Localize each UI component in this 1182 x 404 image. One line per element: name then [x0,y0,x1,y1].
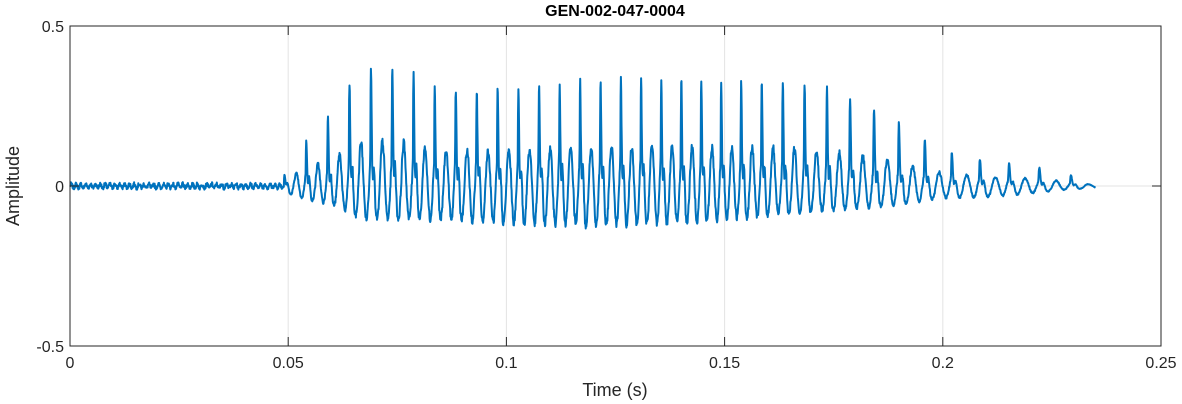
waveform-line [69,67,1097,230]
y-tick-label: 0 [55,179,64,196]
y-tick-labels: -0.5 0 0.5 [36,19,64,356]
x-tick-label: 0 [66,355,75,372]
y-axis-label: Amplitude [3,146,23,226]
x-axis-label: Time (s) [582,380,647,400]
x-tick-labels: 0 0.05 0.1 0.15 0.2 0.25 [66,355,1177,372]
waveform-series [69,67,1097,230]
x-tick-label: 0.05 [273,355,304,372]
y-tick-label: 0.5 [42,19,64,36]
x-tick-label: 0.2 [932,355,954,372]
x-tick-label: 0.15 [709,355,740,372]
x-tick-label: 0.1 [495,355,517,372]
y-tick-label: -0.5 [36,339,64,356]
chart-title: GEN-002-047-0004 [545,3,685,20]
x-tick-label: 0.25 [1145,355,1176,372]
axis-ticks [69,25,1162,347]
